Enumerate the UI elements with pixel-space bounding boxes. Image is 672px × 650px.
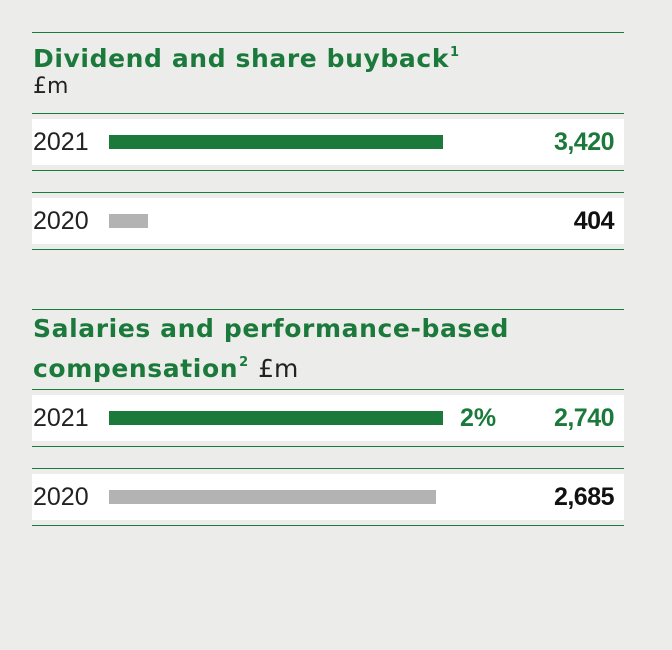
chart-title-text: Dividend and share buyback (33, 44, 450, 73)
divider (32, 446, 624, 447)
divider (32, 468, 624, 469)
category-label: 2021 (33, 128, 89, 156)
divider (32, 170, 624, 171)
bar-row: 2020 2,685 (32, 474, 624, 520)
value-label: 2,740 (553, 404, 615, 432)
divider (32, 249, 624, 250)
chart-title: Dividend and share buyback1 (33, 36, 460, 76)
bar (109, 135, 443, 149)
value-label: 3,420 (553, 128, 615, 156)
divider (32, 309, 624, 310)
category-label: 2021 (33, 404, 89, 432)
divider (32, 389, 624, 390)
chart-title-text: Salaries and performance-based compensat… (33, 314, 509, 383)
divider (32, 113, 624, 114)
value-label: 404 (573, 207, 615, 235)
chart-title: Salaries and performance-based compensat… (33, 312, 593, 386)
footnote-marker: 1 (450, 45, 460, 60)
value-label: 2,685 (553, 483, 615, 511)
bar-row: 2020 404 (32, 198, 624, 244)
divider (32, 525, 624, 526)
bar-row: 2021 3,420 (32, 119, 624, 165)
unit-label: £m (33, 74, 69, 99)
bar (109, 411, 443, 425)
divider (32, 192, 624, 193)
change-label: 2% (460, 404, 497, 432)
footnote-marker: 2 (239, 355, 249, 370)
category-label: 2020 (33, 207, 89, 235)
category-label: 2020 (33, 483, 89, 511)
unit-label: £m (258, 354, 299, 383)
divider (32, 32, 624, 33)
bar (109, 490, 437, 504)
bar-row: 2021 2% 2,740 (32, 395, 624, 441)
bar (109, 214, 149, 228)
